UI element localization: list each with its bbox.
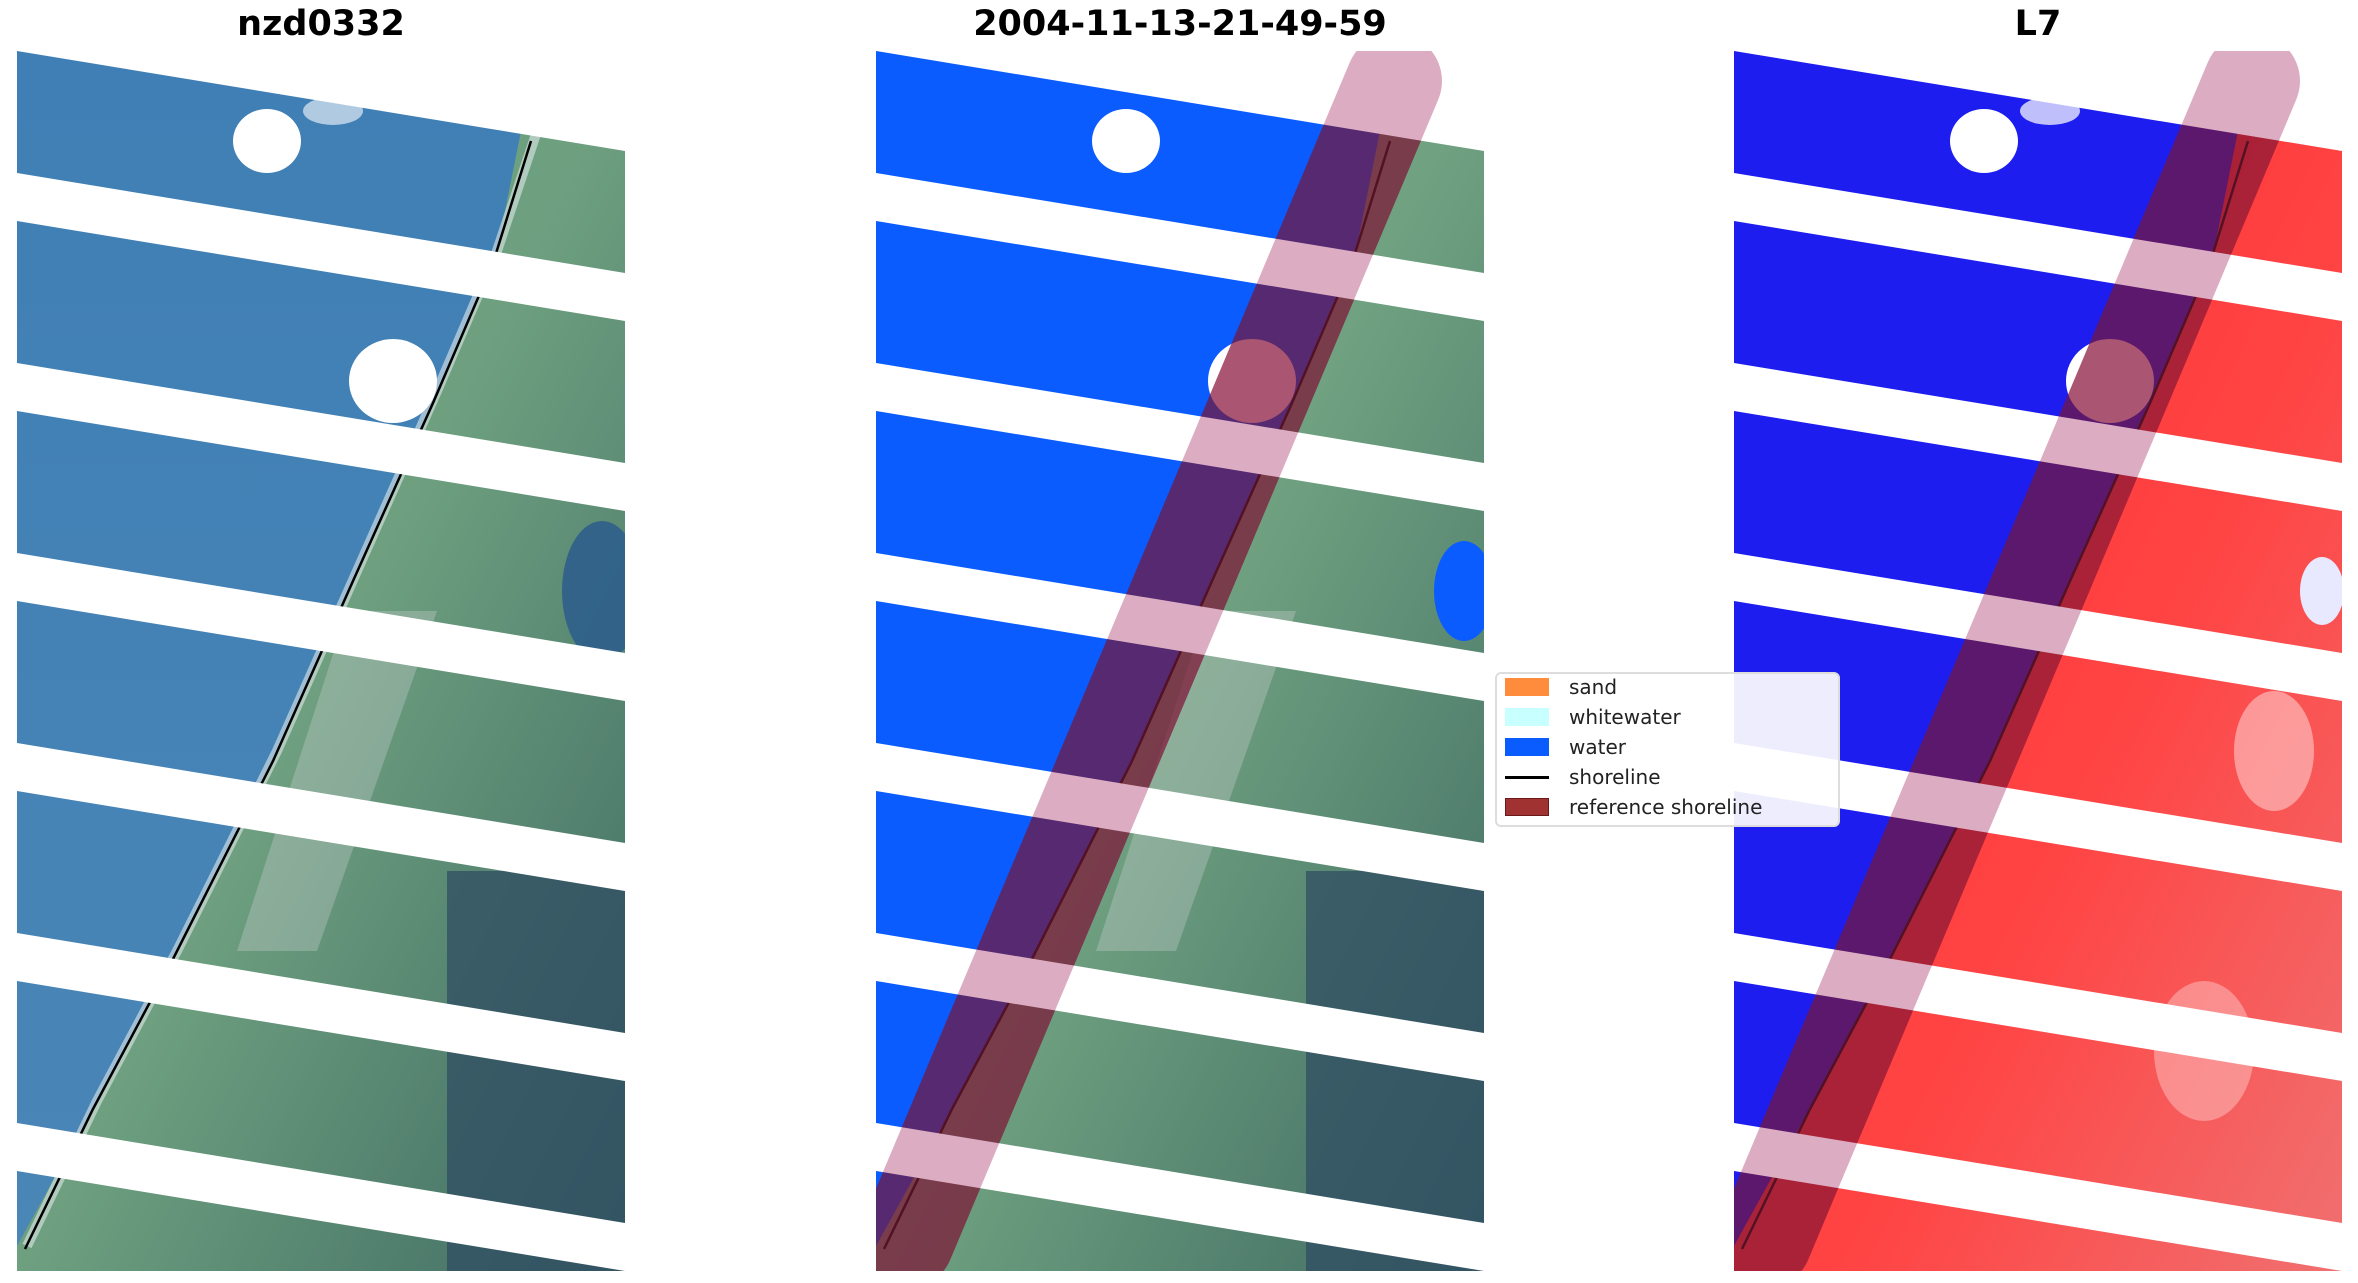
legend-item-water: water: [1505, 734, 1626, 760]
sand-swatch: [1505, 678, 1549, 696]
legend-item-whitewater: whitewater: [1505, 704, 1681, 730]
legend-label-sand: sand: [1569, 675, 1618, 699]
legend-item-sand: sand: [1505, 674, 1617, 700]
classified-image: [876, 51, 1484, 1271]
legend-item-shoreline: shoreline: [1505, 764, 1661, 790]
whitewater-swatch: [1505, 708, 1549, 726]
panel-title-classified: 2004-11-13-21-49-59: [973, 4, 1387, 44]
rgb-satellite-image: [17, 51, 625, 1271]
legend-label-whitewater: whitewater: [1569, 705, 1681, 729]
panel-title-index: L7: [2014, 4, 2062, 44]
legend-label-water: water: [1569, 735, 1626, 759]
panel-title-rgb: nzd0332: [237, 4, 405, 44]
water-swatch: [1505, 738, 1549, 756]
legend-label-shoreline: shoreline: [1569, 765, 1661, 789]
reference-shoreline-swatch: [1505, 798, 1549, 816]
legend: sand whitewater water shoreline referenc…: [1495, 672, 1840, 827]
water-index-image: [1734, 51, 2342, 1271]
legend-item-reference-shoreline: reference shoreline: [1505, 794, 1762, 820]
legend-label-reference-shoreline: reference shoreline: [1569, 795, 1763, 819]
shoreline-swatch: [1505, 775, 1549, 779]
